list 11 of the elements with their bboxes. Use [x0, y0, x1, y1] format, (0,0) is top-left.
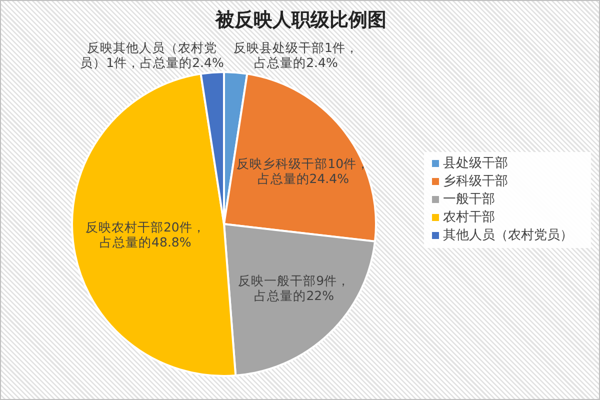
legend-label: 农村干部 [443, 210, 495, 225]
chart-title: 被反映人职级比例图 [214, 8, 388, 33]
legend-label: 县处级干部 [443, 156, 508, 171]
legend-label: 一般干部 [443, 192, 495, 207]
data-label: 反映其他人员（农村党员）1件，占总量的2.4% [80, 40, 224, 70]
data-label: 反映县处级干部1件，占总量的2.4% [234, 40, 358, 70]
data-label: 反映一般干部9件，占总量的22% [238, 272, 350, 303]
legend-label: 其他人员（农村党员） [443, 228, 573, 243]
legend-label: 乡科级干部 [443, 174, 508, 189]
data-label: 反映农村干部20件，占总量的48.8% [85, 219, 206, 250]
data-label: 反映乡科级干部10件，占总量的24.4% [236, 156, 370, 186]
